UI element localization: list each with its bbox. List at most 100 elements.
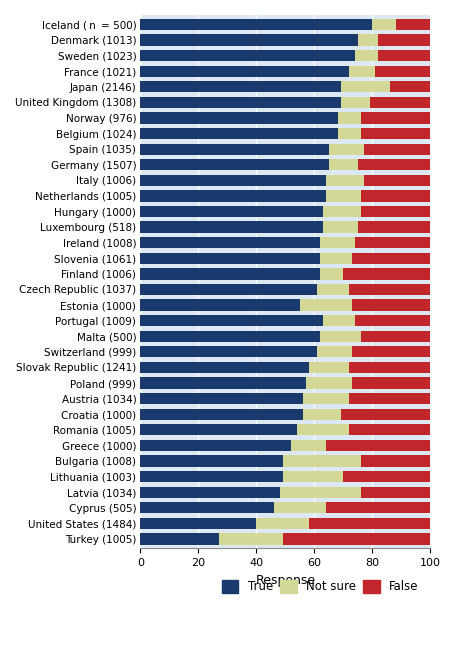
Bar — [378, 50, 430, 61]
Bar — [140, 424, 296, 435]
Bar — [140, 253, 319, 264]
Bar — [363, 143, 430, 155]
Bar — [140, 65, 349, 77]
Bar — [389, 81, 430, 92]
Bar — [140, 409, 302, 420]
Bar — [140, 268, 319, 280]
Bar — [302, 409, 340, 420]
Bar — [140, 81, 340, 92]
Bar — [317, 284, 349, 295]
Bar — [140, 191, 325, 202]
Bar — [140, 284, 317, 295]
Bar — [325, 174, 363, 186]
Bar — [140, 315, 323, 326]
Bar — [256, 518, 308, 529]
Bar — [282, 471, 343, 483]
Bar — [337, 128, 360, 139]
Bar — [140, 471, 282, 483]
Bar — [378, 34, 430, 46]
Bar — [319, 237, 354, 248]
Bar — [319, 253, 351, 264]
Bar — [340, 81, 389, 92]
Bar — [372, 19, 395, 30]
Bar — [340, 97, 369, 108]
Bar — [349, 424, 430, 435]
Bar — [140, 455, 282, 466]
Bar — [319, 331, 360, 342]
Bar — [360, 331, 430, 342]
Bar — [140, 393, 302, 404]
Bar — [349, 65, 374, 77]
Bar — [140, 97, 340, 108]
Bar — [291, 440, 325, 451]
Bar — [282, 455, 360, 466]
Bar — [273, 502, 325, 514]
Bar — [140, 128, 337, 139]
Bar — [140, 34, 357, 46]
Bar — [140, 331, 319, 342]
Bar — [140, 346, 317, 357]
Bar — [349, 362, 430, 373]
Bar — [328, 143, 363, 155]
Bar — [325, 502, 430, 514]
Bar — [369, 97, 430, 108]
Legend: True, Not sure, False: True, Not sure, False — [219, 578, 420, 596]
Bar — [337, 112, 360, 123]
Bar — [140, 237, 319, 248]
Bar — [140, 222, 323, 233]
Bar — [351, 253, 430, 264]
Bar — [351, 377, 430, 389]
Bar — [343, 471, 430, 483]
Bar — [357, 222, 430, 233]
Bar — [323, 315, 354, 326]
Bar — [360, 112, 430, 123]
Bar — [343, 268, 430, 280]
Bar — [140, 502, 273, 514]
Bar — [323, 206, 360, 217]
Bar — [140, 486, 279, 498]
Bar — [140, 534, 218, 545]
Bar — [140, 174, 325, 186]
Bar — [140, 440, 291, 451]
Bar — [140, 143, 328, 155]
Bar — [305, 377, 351, 389]
Bar — [140, 206, 323, 217]
Bar — [360, 191, 430, 202]
Bar — [357, 159, 430, 171]
Bar — [299, 300, 351, 311]
Bar — [354, 315, 430, 326]
Bar — [325, 191, 360, 202]
Bar — [351, 346, 430, 357]
Bar — [363, 174, 430, 186]
Bar — [325, 440, 430, 451]
Bar — [140, 377, 305, 389]
Bar — [340, 409, 430, 420]
Bar — [140, 362, 308, 373]
Bar — [354, 237, 430, 248]
Bar — [328, 159, 357, 171]
Bar — [357, 34, 378, 46]
Bar — [308, 362, 349, 373]
Bar — [360, 486, 430, 498]
Bar — [279, 486, 360, 498]
Bar — [317, 346, 351, 357]
Bar — [282, 534, 430, 545]
Bar — [323, 222, 357, 233]
Bar — [140, 50, 354, 61]
Bar — [374, 65, 430, 77]
Bar — [308, 518, 430, 529]
Bar — [395, 19, 430, 30]
Bar — [140, 518, 256, 529]
Bar — [354, 50, 378, 61]
Bar — [351, 300, 430, 311]
Bar — [319, 268, 343, 280]
Bar — [302, 393, 349, 404]
Bar — [218, 534, 282, 545]
Bar — [349, 393, 430, 404]
Bar — [360, 455, 430, 466]
Bar — [349, 284, 430, 295]
Bar — [140, 19, 372, 30]
Bar — [140, 300, 299, 311]
Bar — [360, 128, 430, 139]
Bar — [140, 112, 337, 123]
